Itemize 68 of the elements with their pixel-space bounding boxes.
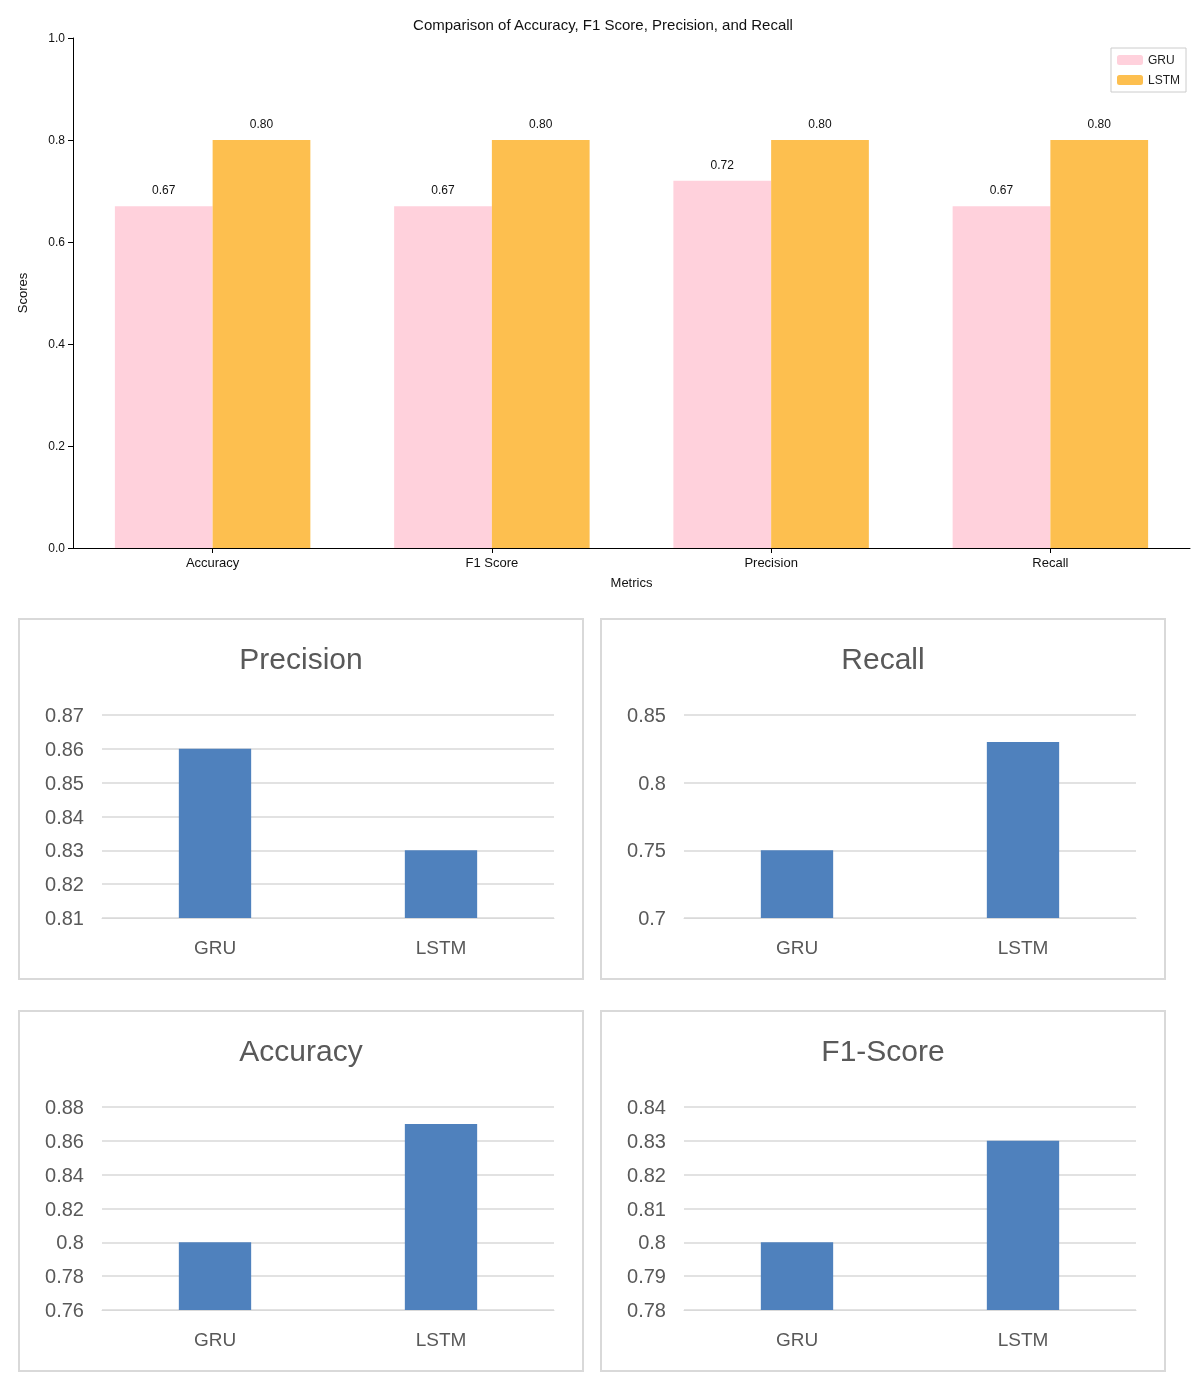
y-tick-label: 0.84 bbox=[45, 805, 84, 828]
y-tick-label: 0.86 bbox=[45, 1129, 84, 1152]
y-tick-label: 0.8 bbox=[638, 1231, 666, 1254]
data-label: 0.67 bbox=[431, 183, 456, 198]
x-tick-label: LSTM bbox=[415, 1329, 467, 1350]
x-tick-label: Precision bbox=[744, 555, 798, 570]
x-tick-label: Recall bbox=[1032, 555, 1069, 570]
x-tick-label: GRU bbox=[775, 937, 819, 958]
y-tick-label: 0.2 bbox=[48, 439, 66, 453]
bar bbox=[114, 206, 213, 548]
y-tick-label: 0.8 bbox=[56, 1231, 84, 1254]
y-tick-label: 0.83 bbox=[627, 1129, 666, 1152]
y-tick-label: 0.81 bbox=[45, 907, 84, 929]
x-tick-label: LSTM bbox=[415, 937, 467, 958]
y-tick-label: 0.85 bbox=[45, 771, 84, 794]
y-tick-label: 0.4 bbox=[48, 337, 66, 351]
y-tick-label: 0.78 bbox=[627, 1299, 666, 1321]
data-label: 0.80 bbox=[808, 117, 832, 131]
y-tick-label: 0.87 bbox=[45, 704, 84, 726]
legend-label: GRU bbox=[1148, 53, 1175, 67]
y-tick-label: 0.82 bbox=[45, 873, 84, 896]
y-tick-label: 0.76 bbox=[45, 1299, 84, 1321]
y-tick-label: 0.6 bbox=[48, 235, 66, 249]
x-tick-label: GRU bbox=[193, 937, 237, 958]
y-tick-label: 0.83 bbox=[45, 839, 84, 862]
y-tick-label: 0.78 bbox=[45, 1265, 84, 1288]
y-tick-label: 0.85 bbox=[627, 704, 666, 726]
data-label: 0.80 bbox=[1087, 117, 1112, 131]
chart-title: Precision bbox=[239, 641, 363, 675]
data-label: 0.67 bbox=[152, 183, 176, 198]
data-label: 0.80 bbox=[529, 117, 553, 131]
y-tick-label: 0.88 bbox=[45, 1096, 84, 1118]
y-tick-label: 0.81 bbox=[627, 1197, 666, 1220]
legend-label: LSTM bbox=[1148, 73, 1181, 87]
y-tick-label: 0.8 bbox=[638, 771, 666, 794]
x-tick-label: LSTM bbox=[997, 1329, 1049, 1350]
data-label: 0.67 bbox=[989, 183, 1014, 198]
bar bbox=[212, 140, 311, 548]
bar bbox=[491, 140, 590, 548]
data-label: 0.80 bbox=[249, 117, 274, 131]
y-tick-label: 0.75 bbox=[627, 839, 666, 862]
bar bbox=[394, 206, 492, 548]
x-tick-label: Accuracy bbox=[185, 555, 240, 570]
chart-title: Comparison of Accuracy, F1 Score, Precision, and Recall bbox=[413, 16, 793, 33]
x-tick-label: LSTM bbox=[997, 937, 1049, 958]
y-tick-label: 0.86 bbox=[45, 737, 84, 760]
y-tick-label: 0.7 bbox=[638, 907, 666, 929]
y-tick-label: 0.0 bbox=[48, 541, 66, 555]
y-tick-label: 0.8 bbox=[48, 133, 66, 147]
y-tick-label: 0.84 bbox=[627, 1096, 666, 1118]
y-tick-label: 0.82 bbox=[627, 1163, 666, 1186]
x-axis-title: Metrics bbox=[610, 575, 653, 590]
data-label: 0.72 bbox=[710, 157, 735, 172]
bar bbox=[952, 206, 1051, 548]
bar bbox=[771, 140, 869, 548]
x-tick-label: GRU bbox=[775, 1329, 819, 1350]
chart-title: Recall bbox=[841, 641, 925, 675]
y-axis-title: Scores bbox=[15, 272, 30, 314]
x-tick-label: F1 Score bbox=[465, 555, 519, 570]
bar bbox=[673, 180, 772, 548]
chart-title: F1-Score bbox=[821, 1033, 945, 1067]
y-tick-label: 1.0 bbox=[48, 31, 66, 45]
x-tick-label: GRU bbox=[193, 1329, 237, 1350]
y-tick-label: 0.82 bbox=[45, 1197, 84, 1220]
bar bbox=[1050, 140, 1149, 548]
chart-title: Accuracy bbox=[239, 1033, 363, 1067]
y-tick-label: 0.84 bbox=[45, 1163, 84, 1186]
y-tick-label: 0.79 bbox=[627, 1265, 666, 1288]
